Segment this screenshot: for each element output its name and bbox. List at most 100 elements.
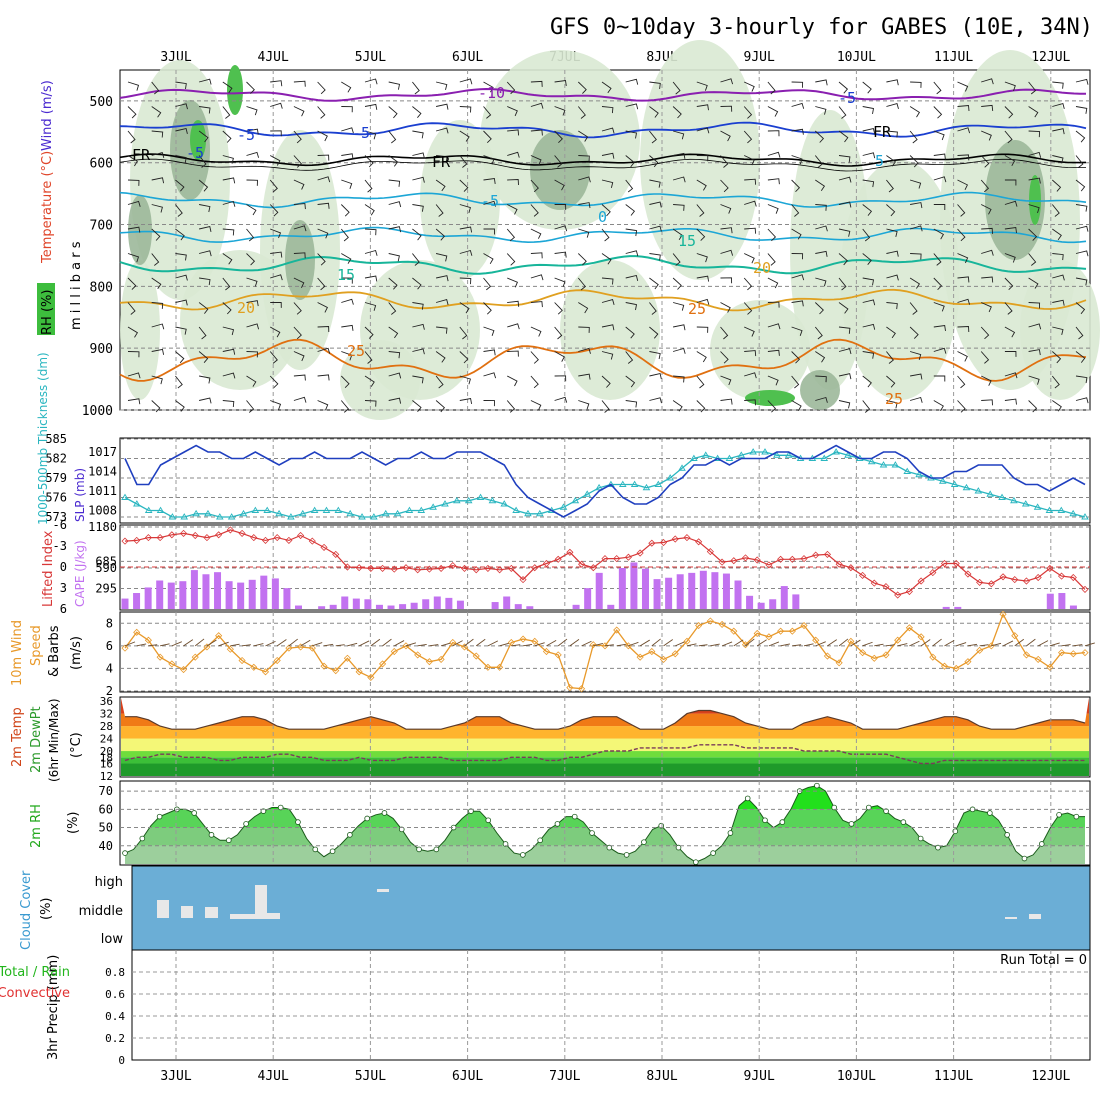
wind-barb [270, 301, 282, 308]
rh-tick-label: 50 [99, 821, 113, 835]
lifted-point [741, 554, 750, 562]
wind-barb [838, 201, 852, 208]
lifted-point [1081, 585, 1089, 593]
wind-barb [388, 81, 401, 90]
wind-barb [340, 228, 349, 242]
wind-barb [862, 299, 876, 306]
lifted-point [976, 578, 984, 586]
wind-barb [696, 81, 708, 91]
contour-freezing [119, 153, 1087, 167]
wind-barb-10m [405, 642, 417, 647]
contour-label: 20 [753, 259, 771, 277]
wind-barb [981, 276, 994, 283]
wind-barb [270, 80, 283, 87]
wind-barb [933, 176, 947, 183]
wind-barb [1075, 106, 1088, 114]
rh-blob-dark [800, 370, 840, 410]
wind-barb-10m [616, 643, 626, 647]
lifted-point [1069, 573, 1077, 582]
temperature-band [121, 763, 1089, 776]
wind-barb [578, 326, 590, 333]
cape-bar [237, 582, 245, 609]
wind-barb [270, 400, 282, 410]
wind-speed-point [531, 637, 539, 645]
wind-barb [483, 155, 495, 165]
wind-barb [506, 375, 518, 387]
temp-label-4: (°C) [69, 732, 84, 758]
precip-tick-label: 0 [118, 1054, 125, 1067]
wind-barb [341, 298, 354, 305]
wind-barb [127, 81, 140, 91]
wind-barb [696, 155, 709, 162]
thickness-point [500, 500, 509, 507]
cloud-bar [255, 885, 267, 919]
temperature-band [121, 738, 1089, 752]
wind-barb [435, 81, 448, 91]
wind-panel: 2 4 6 8 10m Wind Speed & Barbs (m/s) [10, 610, 1095, 698]
thickness-point [310, 506, 319, 513]
wind-speed-point [1058, 649, 1066, 657]
wind-barb [649, 179, 661, 188]
wind-barb [696, 400, 706, 413]
wind-barb [649, 253, 661, 261]
cape-bar [214, 572, 222, 609]
contour-label: 25 [347, 342, 365, 360]
wind-barb-10m [511, 644, 521, 647]
thickness-point [701, 451, 710, 458]
rh-point [900, 819, 907, 825]
wind-barb [436, 155, 448, 163]
wind-barb-10m [452, 640, 463, 647]
wind-barb [1075, 250, 1089, 257]
wind-barb [151, 348, 165, 355]
wind-barb [459, 397, 473, 404]
wind-barb-10m [358, 640, 370, 647]
rh-point [987, 810, 993, 816]
thickness-point [820, 454, 829, 461]
lifted-point [835, 560, 843, 568]
wind-barb [199, 204, 211, 213]
wind-barb [744, 227, 757, 234]
temperature-band [121, 751, 1089, 758]
cape-bar [456, 600, 464, 609]
thickness-point [571, 496, 580, 504]
wind-barb [720, 326, 729, 340]
wind-barb [554, 155, 563, 168]
wind-barb [293, 179, 305, 190]
wind-barb [909, 106, 921, 118]
wind-barb [436, 275, 449, 282]
wind-barb [744, 178, 757, 185]
wind-barb-10m [932, 638, 942, 647]
wind-barb [886, 155, 897, 167]
wind-barb [815, 396, 828, 403]
wind-barb [577, 106, 586, 119]
wind-barb [743, 277, 753, 291]
day-label-top: 6JUL [452, 50, 483, 65]
wind-barb [720, 351, 729, 364]
wind-barb [269, 155, 281, 166]
wind-barb [767, 178, 780, 185]
wind-barb [435, 400, 446, 413]
rh-legend-swatch [37, 283, 55, 335]
rh-shading [120, 40, 1100, 420]
wind-barb [886, 179, 894, 193]
wind-barb [578, 302, 589, 314]
wind-barb [981, 130, 992, 141]
wind-barb [672, 347, 686, 354]
rh-blob [420, 120, 500, 280]
wind-barb [767, 81, 776, 95]
wind-barb [649, 326, 659, 339]
wind-barb-10m [967, 643, 978, 647]
wind-barb-10m [639, 639, 650, 647]
lifted-point [1011, 576, 1019, 584]
rh-point [744, 795, 751, 802]
cape-bar [618, 568, 626, 609]
wind-barb [601, 277, 614, 285]
wind-barb [980, 179, 990, 193]
thickness-point [476, 493, 485, 500]
wind-barb [317, 228, 329, 239]
wind-barb [199, 106, 211, 114]
lifted-point [320, 543, 328, 551]
wind-barb [672, 277, 682, 290]
wind-barb [720, 204, 732, 214]
thickness-point [962, 483, 971, 491]
